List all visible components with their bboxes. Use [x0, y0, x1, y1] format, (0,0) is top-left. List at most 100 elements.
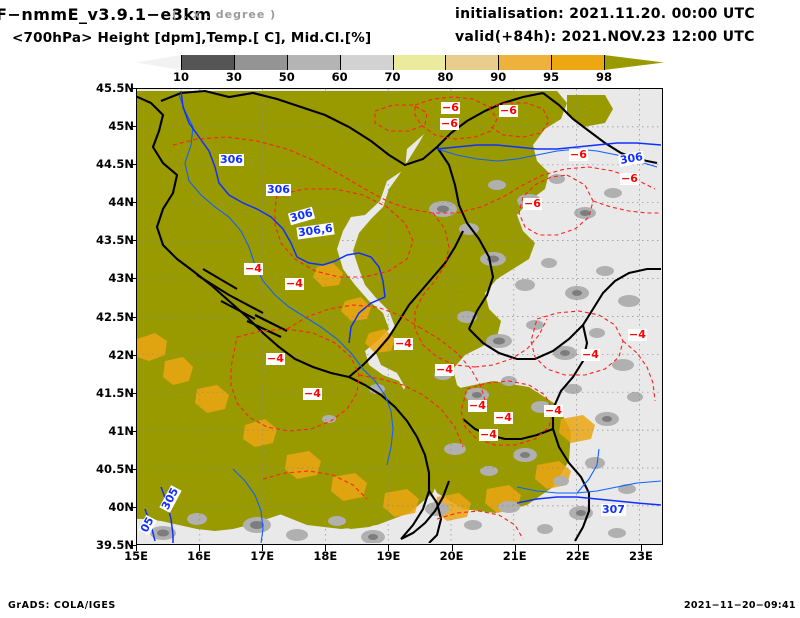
lat-label-39.5N: 39.5N	[96, 538, 134, 552]
colorbar-label-70: 70	[384, 70, 401, 84]
lat-label-45.5N: 45.5N	[96, 81, 134, 95]
temperature-contour-label: −6	[441, 101, 460, 114]
colorbar-label-98: 98	[595, 70, 613, 84]
lon-label-18E: 18E	[313, 549, 338, 563]
latlon-grid	[137, 89, 661, 543]
lat-label-45N: 45N	[108, 119, 134, 134]
colorbar: 10 30 50 60 70 80 90 95 98	[136, 55, 664, 85]
lat-label-43N: 43N	[108, 271, 134, 286]
colorbar-tick	[233, 55, 235, 70]
colorbar-segment-70	[392, 55, 446, 70]
lat-tick	[130, 468, 136, 470]
temperature-contour-label: −4	[244, 262, 263, 275]
lat-tick	[130, 392, 136, 394]
colorbar-tick	[339, 55, 341, 70]
render-timestamp: 2021−11−20−09:41	[684, 600, 796, 611]
lat-tick	[130, 126, 136, 128]
mid-cloud-field	[137, 91, 643, 543]
lon-tick	[514, 545, 516, 551]
model-resolution: ( . x . degree )	[172, 8, 277, 21]
lon-tick	[451, 545, 453, 551]
rivers	[178, 94, 661, 543]
lat-label-40N: 40N	[108, 499, 134, 514]
temperature-contour-label: −6	[620, 172, 639, 185]
colorbar-gradient	[136, 55, 664, 70]
country-borders	[137, 89, 661, 543]
lat-tick	[130, 506, 136, 508]
colorbar-tick	[604, 55, 605, 70]
temperature-contour-label: −4	[581, 348, 600, 361]
temperature-contour-label: −4	[394, 337, 413, 350]
colorbar-label-90: 90	[490, 70, 507, 84]
lat-label-43.5N: 43.5N	[96, 233, 134, 248]
height-contour-label: 306	[266, 183, 291, 196]
colorbar-segment-80	[445, 55, 499, 70]
height-contour-label: 306	[219, 153, 244, 166]
colorbar-label-30: 30	[225, 70, 242, 84]
colorbar-tick	[181, 55, 182, 70]
colorbar-segment-90	[498, 55, 552, 70]
lon-label-16E: 16E	[187, 549, 212, 563]
colorbar-segment-10	[181, 55, 234, 70]
lat-label-41N: 41N	[108, 423, 134, 438]
lon-label-20E: 20E	[439, 549, 464, 563]
lat-label-42N: 42N	[108, 347, 134, 362]
lat-label-41.5N: 41.5N	[96, 385, 134, 400]
temperature-contour-label: −4	[494, 411, 513, 424]
temperature-contour-label: −4	[435, 363, 454, 376]
temperature-contour-label: −4	[479, 428, 498, 441]
lon-tick	[577, 545, 579, 551]
lat-tick	[130, 545, 136, 546]
temperature-contour-label: −6	[499, 104, 518, 117]
height-contours	[144, 90, 661, 543]
lon-label-19E: 19E	[376, 549, 401, 563]
temperature-contour-label: −6	[569, 148, 588, 161]
temperature-contour-label: −4	[266, 352, 285, 365]
colorbar-segment-60	[339, 55, 393, 70]
lon-label-21E: 21E	[502, 549, 527, 563]
valid-time: valid(+84h): 2021.NOV.23 12:00 UTC	[455, 29, 755, 45]
grads-credit: GrADS: COLA/IGES	[8, 600, 116, 611]
temperature-contours	[172, 96, 661, 540]
lat-tick	[130, 354, 136, 356]
lat-tick	[130, 88, 136, 89]
colorbar-tick	[551, 55, 553, 70]
lon-label-15E: 15E	[124, 549, 148, 563]
colorbar-segment-95	[551, 55, 604, 70]
lon-tick	[640, 545, 642, 551]
colorbar-tick	[445, 55, 447, 70]
colorbar-label-60: 60	[331, 70, 348, 84]
temperature-contour-label: −4	[285, 277, 304, 290]
colorbar-label-50: 50	[278, 70, 295, 84]
lon-tick	[325, 545, 327, 551]
lat-tick	[130, 164, 136, 166]
colorbar-tick-labels: 10 30 50 60 70 80 90 95 98	[136, 70, 664, 85]
lat-label-40.5N: 40.5N	[96, 461, 134, 476]
colorbar-label-95: 95	[543, 70, 560, 84]
temperature-contour-label: −6	[440, 117, 459, 130]
map-graphics	[137, 89, 661, 543]
model-name: F−nmmE_v3.9.1−e3km	[0, 5, 212, 24]
lon-tick	[388, 545, 390, 551]
colorbar-segment-50	[286, 55, 340, 70]
height-contour-label: 307	[601, 503, 626, 516]
colorbar-tick	[498, 55, 500, 70]
initialisation-time: initialisation: 2021.11.20. 00:00 UTC	[455, 6, 755, 22]
lat-label-44N: 44N	[108, 195, 134, 210]
lon-label-17E: 17E	[250, 549, 275, 563]
cloud-10-30-cores	[157, 198, 612, 540]
lon-tick	[136, 545, 137, 551]
temperature-contour-label: −4	[468, 399, 487, 412]
colorbar-segment-30	[233, 55, 287, 70]
colorbar-tick	[286, 55, 288, 70]
lon-tick	[262, 545, 264, 551]
lat-label-44.5N: 44.5N	[96, 157, 134, 172]
colorbar-tick	[392, 55, 394, 70]
colorbar-label-80: 80	[437, 70, 454, 84]
temperature-contour-label: −4	[303, 387, 322, 400]
temperature-contour-label: −4	[628, 328, 647, 341]
lon-label-22E: 22E	[565, 549, 590, 563]
lat-tick	[130, 202, 136, 204]
colorbar-over-segment	[604, 55, 664, 70]
lat-tick	[130, 240, 136, 242]
